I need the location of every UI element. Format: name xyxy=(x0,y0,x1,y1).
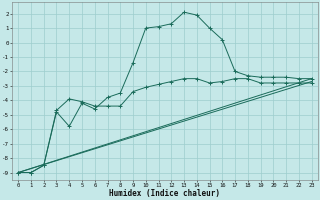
X-axis label: Humidex (Indice chaleur): Humidex (Indice chaleur) xyxy=(109,189,220,198)
